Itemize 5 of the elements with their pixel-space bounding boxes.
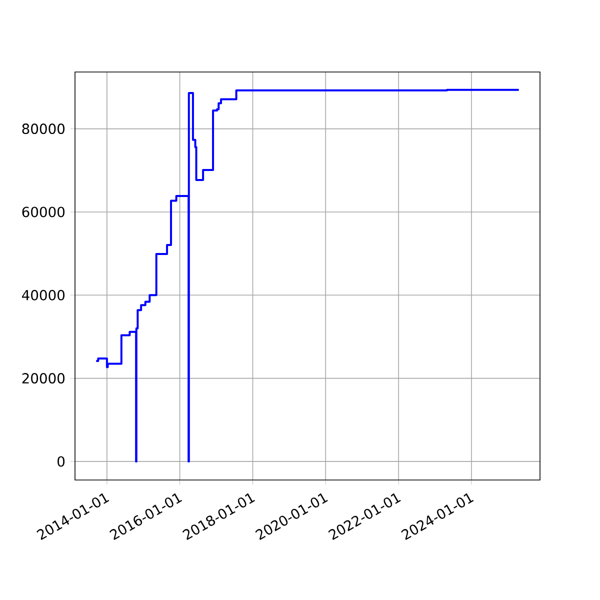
y-tick-label: 20000 [22,373,65,384]
y-tick-label: 60000 [22,206,65,218]
y-tick-label: 40000 [22,290,65,300]
y-tick-label: 80000 [22,124,65,134]
y-tick-label: 0 [58,456,65,467]
